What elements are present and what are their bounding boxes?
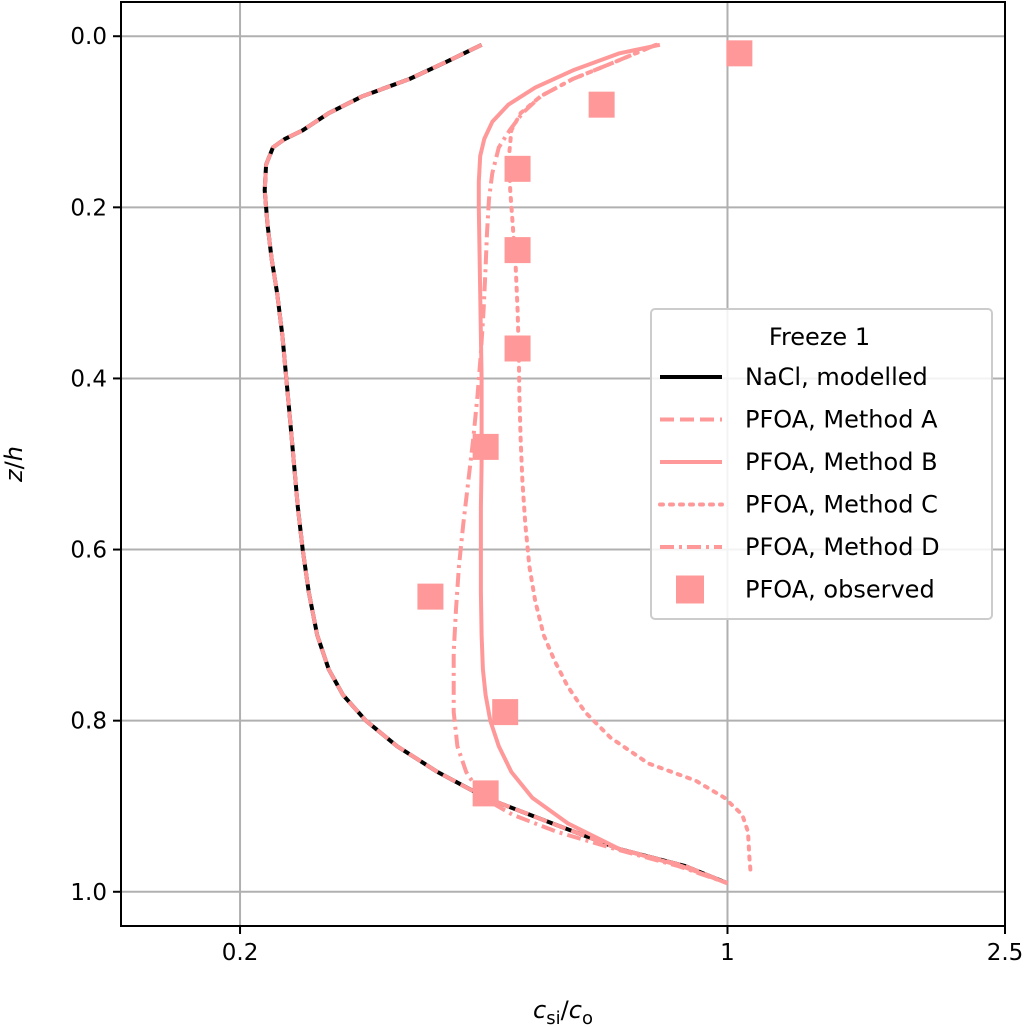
y-axis-label: z/h	[0, 446, 28, 483]
legend-label: PFOA, Method C	[745, 491, 938, 519]
x-tick-label: 2.5	[987, 940, 1024, 966]
series-line	[451, 42, 729, 886]
legend-label: NaCl, modelled	[745, 363, 928, 391]
series-layer	[262, 40, 753, 886]
legend-label: PFOA, Method B	[745, 448, 938, 476]
legend-box	[650, 308, 993, 620]
x-tick-label: 0.2	[222, 940, 259, 966]
observed-marker	[492, 699, 519, 726]
legend-title: Freeze 1	[769, 323, 870, 351]
plot-frame	[120, 1, 1006, 927]
y-tick-label: 0.6	[70, 538, 107, 564]
legend-swatch	[676, 575, 704, 604]
legend-label: PFOA, Method D	[745, 533, 940, 561]
x-tick-label: 1	[720, 940, 735, 966]
legend: Freeze 1 NaCl, modelled PFOA, Method A PFOA…	[650, 308, 993, 620]
observed-marker	[472, 780, 499, 807]
observed-marker	[726, 40, 753, 67]
legend-label: PFOA, observed	[745, 576, 935, 604]
y-tick-label: 0.0	[70, 24, 107, 50]
observed-marker	[417, 583, 444, 610]
observed-marker	[504, 237, 531, 264]
legend-label: PFOA, Method A	[745, 406, 938, 434]
y-tick-label: 1.0	[70, 880, 107, 906]
observed-marker	[588, 91, 615, 118]
y-tick-label: 0.4	[70, 366, 107, 392]
observed-marker	[504, 335, 531, 362]
observed-marker	[504, 155, 531, 182]
x-axis-label: csi/co	[533, 996, 593, 1027]
ticks: 0.2 1 2.5 0.0 0.2 0.4 0.6 0.8 1.0	[70, 24, 1023, 966]
series-line	[262, 42, 729, 886]
observed-marker	[472, 433, 499, 460]
y-tick-label: 0.2	[70, 195, 107, 221]
y-tick-label: 0.8	[70, 709, 107, 735]
